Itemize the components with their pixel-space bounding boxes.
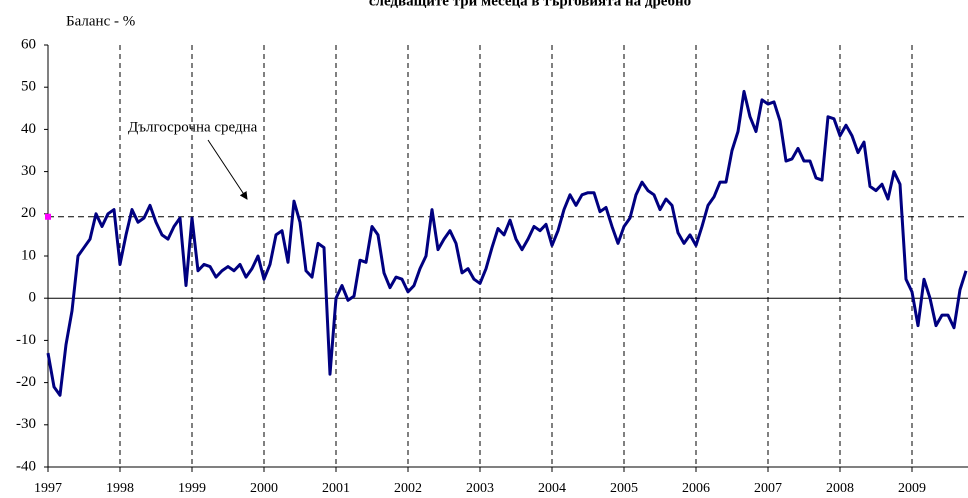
y-tick-label: 10 [21,247,36,263]
x-tick-label: 1998 [106,481,134,496]
y-tick-label: 60 [21,36,36,52]
x-tick-label: 2003 [466,481,494,496]
x-tick-label: 2007 [754,481,782,496]
y-tick-label: -30 [16,416,36,432]
y-tick-label: 20 [21,205,36,221]
x-tick-label: 1999 [178,481,206,496]
x-tick-label: 2000 [250,481,278,496]
x-tick-label: 2005 [610,481,638,496]
annotation-arrow [207,139,248,200]
y-axis-label: Баланс - % [66,13,135,29]
annotation: Дългосрочна средна [128,119,258,135]
y-tick-label: -10 [16,332,36,348]
reference-marker [45,213,51,220]
chart-title: следващите три месеца в търговията на др… [369,0,691,9]
x-tick-label: 2002 [394,481,422,496]
line-series [46,89,968,397]
y-tick-label: -40 [16,458,36,474]
y-tick-label: 50 [21,79,36,95]
x-tick-label: 2006 [682,481,710,496]
y-tick-label: -20 [16,374,36,390]
y-tick-label: 30 [21,163,36,179]
x-tick-label: 2008 [826,481,854,496]
x-tick-label: 2009 [898,481,926,496]
x-tick-label: 2004 [538,481,566,496]
x-tick-label: 1997 [34,481,62,496]
x-tick-label: 2001 [322,481,350,496]
y-tick-label: 0 [29,290,37,306]
y-tick-label: 40 [21,121,36,137]
